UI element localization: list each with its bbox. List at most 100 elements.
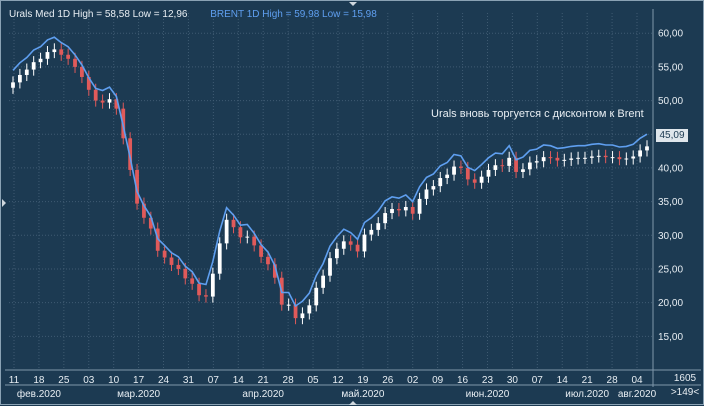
urals-candle-body — [459, 166, 463, 168]
urals-candle-body — [521, 169, 525, 172]
x-tick-label: 10 — [108, 375, 120, 386]
urals-candle-body — [307, 305, 312, 314]
urals-candle-body — [31, 62, 36, 70]
urals-candle-body — [438, 178, 443, 187]
x-tick-label: 14 — [233, 375, 245, 386]
urals-candle-body — [266, 256, 270, 265]
urals-candle-body — [555, 157, 560, 161]
month-label: май.2020 — [341, 389, 384, 400]
urals-candle-body — [465, 167, 470, 180]
x-tick-label: 26 — [382, 375, 394, 386]
y-tick-label: 35,00 — [658, 197, 683, 208]
scroll-range-label[interactable]: >149< — [670, 387, 700, 398]
urals-legend: Urals Med 1D High = 58,58 Low = 12,96 — [9, 9, 188, 20]
urals-candle-body — [583, 157, 587, 159]
urals-candle-body — [548, 157, 553, 159]
y-tick-label: 60,00 — [658, 29, 683, 40]
x-tick-label: 21 — [582, 375, 594, 386]
y-tick-label: 20,00 — [658, 298, 683, 309]
urals-candle-body — [341, 241, 346, 249]
urals-candle-body — [238, 227, 243, 238]
urals-candle-body — [183, 268, 188, 279]
urals-candle-body — [300, 313, 305, 319]
x-tick-label: 28 — [607, 375, 619, 386]
bars-count-label: 1605 — [673, 373, 697, 384]
urals-candle-body — [514, 157, 518, 172]
urals-candle-body — [162, 250, 167, 258]
urals-candle-body — [169, 257, 174, 265]
urals-candle-body — [190, 278, 195, 284]
x-tick-label: 09 — [432, 375, 444, 386]
urals-candle-body — [417, 198, 422, 214]
urals-candle-body — [610, 157, 615, 159]
urals-candle-body — [293, 304, 298, 319]
urals-candle-body — [534, 161, 539, 163]
urals-candle-body — [286, 304, 291, 306]
y-tick-label: 30,00 — [658, 231, 683, 242]
x-tick-label: 07 — [208, 375, 220, 386]
urals-candle-body — [114, 99, 119, 109]
x-tick-label: 23 — [482, 375, 494, 386]
urals-candle-body — [100, 100, 105, 103]
chart-legend: Urals Med 1D High = 58,58 Low = 12,96 BR… — [9, 9, 377, 20]
urals-candle-body — [500, 165, 505, 167]
urals-candle-body — [135, 169, 139, 204]
urals-candle-body — [445, 174, 450, 179]
x-tick-label: 18 — [33, 375, 45, 386]
x-tick-label: 02 — [407, 375, 419, 386]
urals-candle-body — [107, 99, 112, 103]
urals-candle-body — [252, 236, 257, 246]
x-tick-label: 28 — [283, 375, 295, 386]
urals-candle-body — [486, 169, 491, 177]
urals-candle-body — [93, 89, 98, 101]
month-label: июл.2020 — [565, 389, 609, 400]
urals-candle-body — [38, 58, 43, 63]
x-tick-label: 04 — [631, 375, 643, 386]
urals-candle-body — [596, 155, 601, 157]
y-tick-label: 25,00 — [658, 264, 683, 275]
scroll-down-arrow-icon[interactable] — [349, 401, 357, 405]
urals-candle-body — [369, 229, 374, 235]
urals-candle-body — [507, 157, 512, 166]
urals-candle-body — [314, 287, 319, 306]
urals-candle-body — [631, 156, 636, 159]
urals-candle-body — [259, 245, 263, 257]
x-tick-label: 12 — [332, 375, 344, 386]
x-tick-label: 17 — [133, 375, 145, 386]
scroll-left-arrow-icon[interactable] — [2, 199, 6, 207]
urals-candle-body — [24, 69, 29, 75]
urals-candle-body — [569, 158, 574, 160]
urals-candle-body — [638, 150, 643, 157]
urals-candle-body — [603, 155, 608, 158]
urals-candle-body — [245, 236, 250, 238]
month-label: авг.2020 — [618, 389, 657, 400]
x-tick-label: 14 — [557, 375, 569, 386]
y-tick-label: 40,00 — [658, 163, 683, 174]
x-tick-label: 16 — [457, 375, 469, 386]
month-label: фев.2020 — [17, 388, 62, 400]
urals-candle-body — [493, 165, 498, 170]
urals-candle-body — [17, 74, 22, 83]
chart-annotation: Urals вновь торгуется с дисконтом к Bren… — [431, 108, 644, 120]
y-tick-label: 50,00 — [658, 96, 683, 107]
x-tick-label: 07 — [532, 375, 544, 386]
x-tick-label: 21 — [258, 375, 270, 386]
urals-candle-body — [217, 243, 222, 274]
urals-candle-body — [383, 213, 388, 224]
urals-candle-body — [334, 248, 339, 259]
month-label: июн.2020 — [466, 389, 510, 400]
urals-candle-body — [148, 217, 153, 229]
urals-candle-body — [390, 209, 394, 214]
urals-candle-body — [645, 146, 649, 151]
urals-candle-body — [66, 54, 71, 59]
urals-candle-body — [424, 189, 429, 199]
urals-candle-body — [410, 206, 415, 214]
urals-candle-body — [86, 76, 91, 90]
urals-candle-body — [362, 234, 367, 252]
x-tick-label: 24 — [158, 375, 170, 386]
x-tick-label: 03 — [83, 375, 95, 386]
scroll-up-arrow-icon[interactable] — [349, 2, 357, 6]
urals-candle-body — [142, 203, 146, 218]
urals-candle-body — [376, 223, 381, 230]
